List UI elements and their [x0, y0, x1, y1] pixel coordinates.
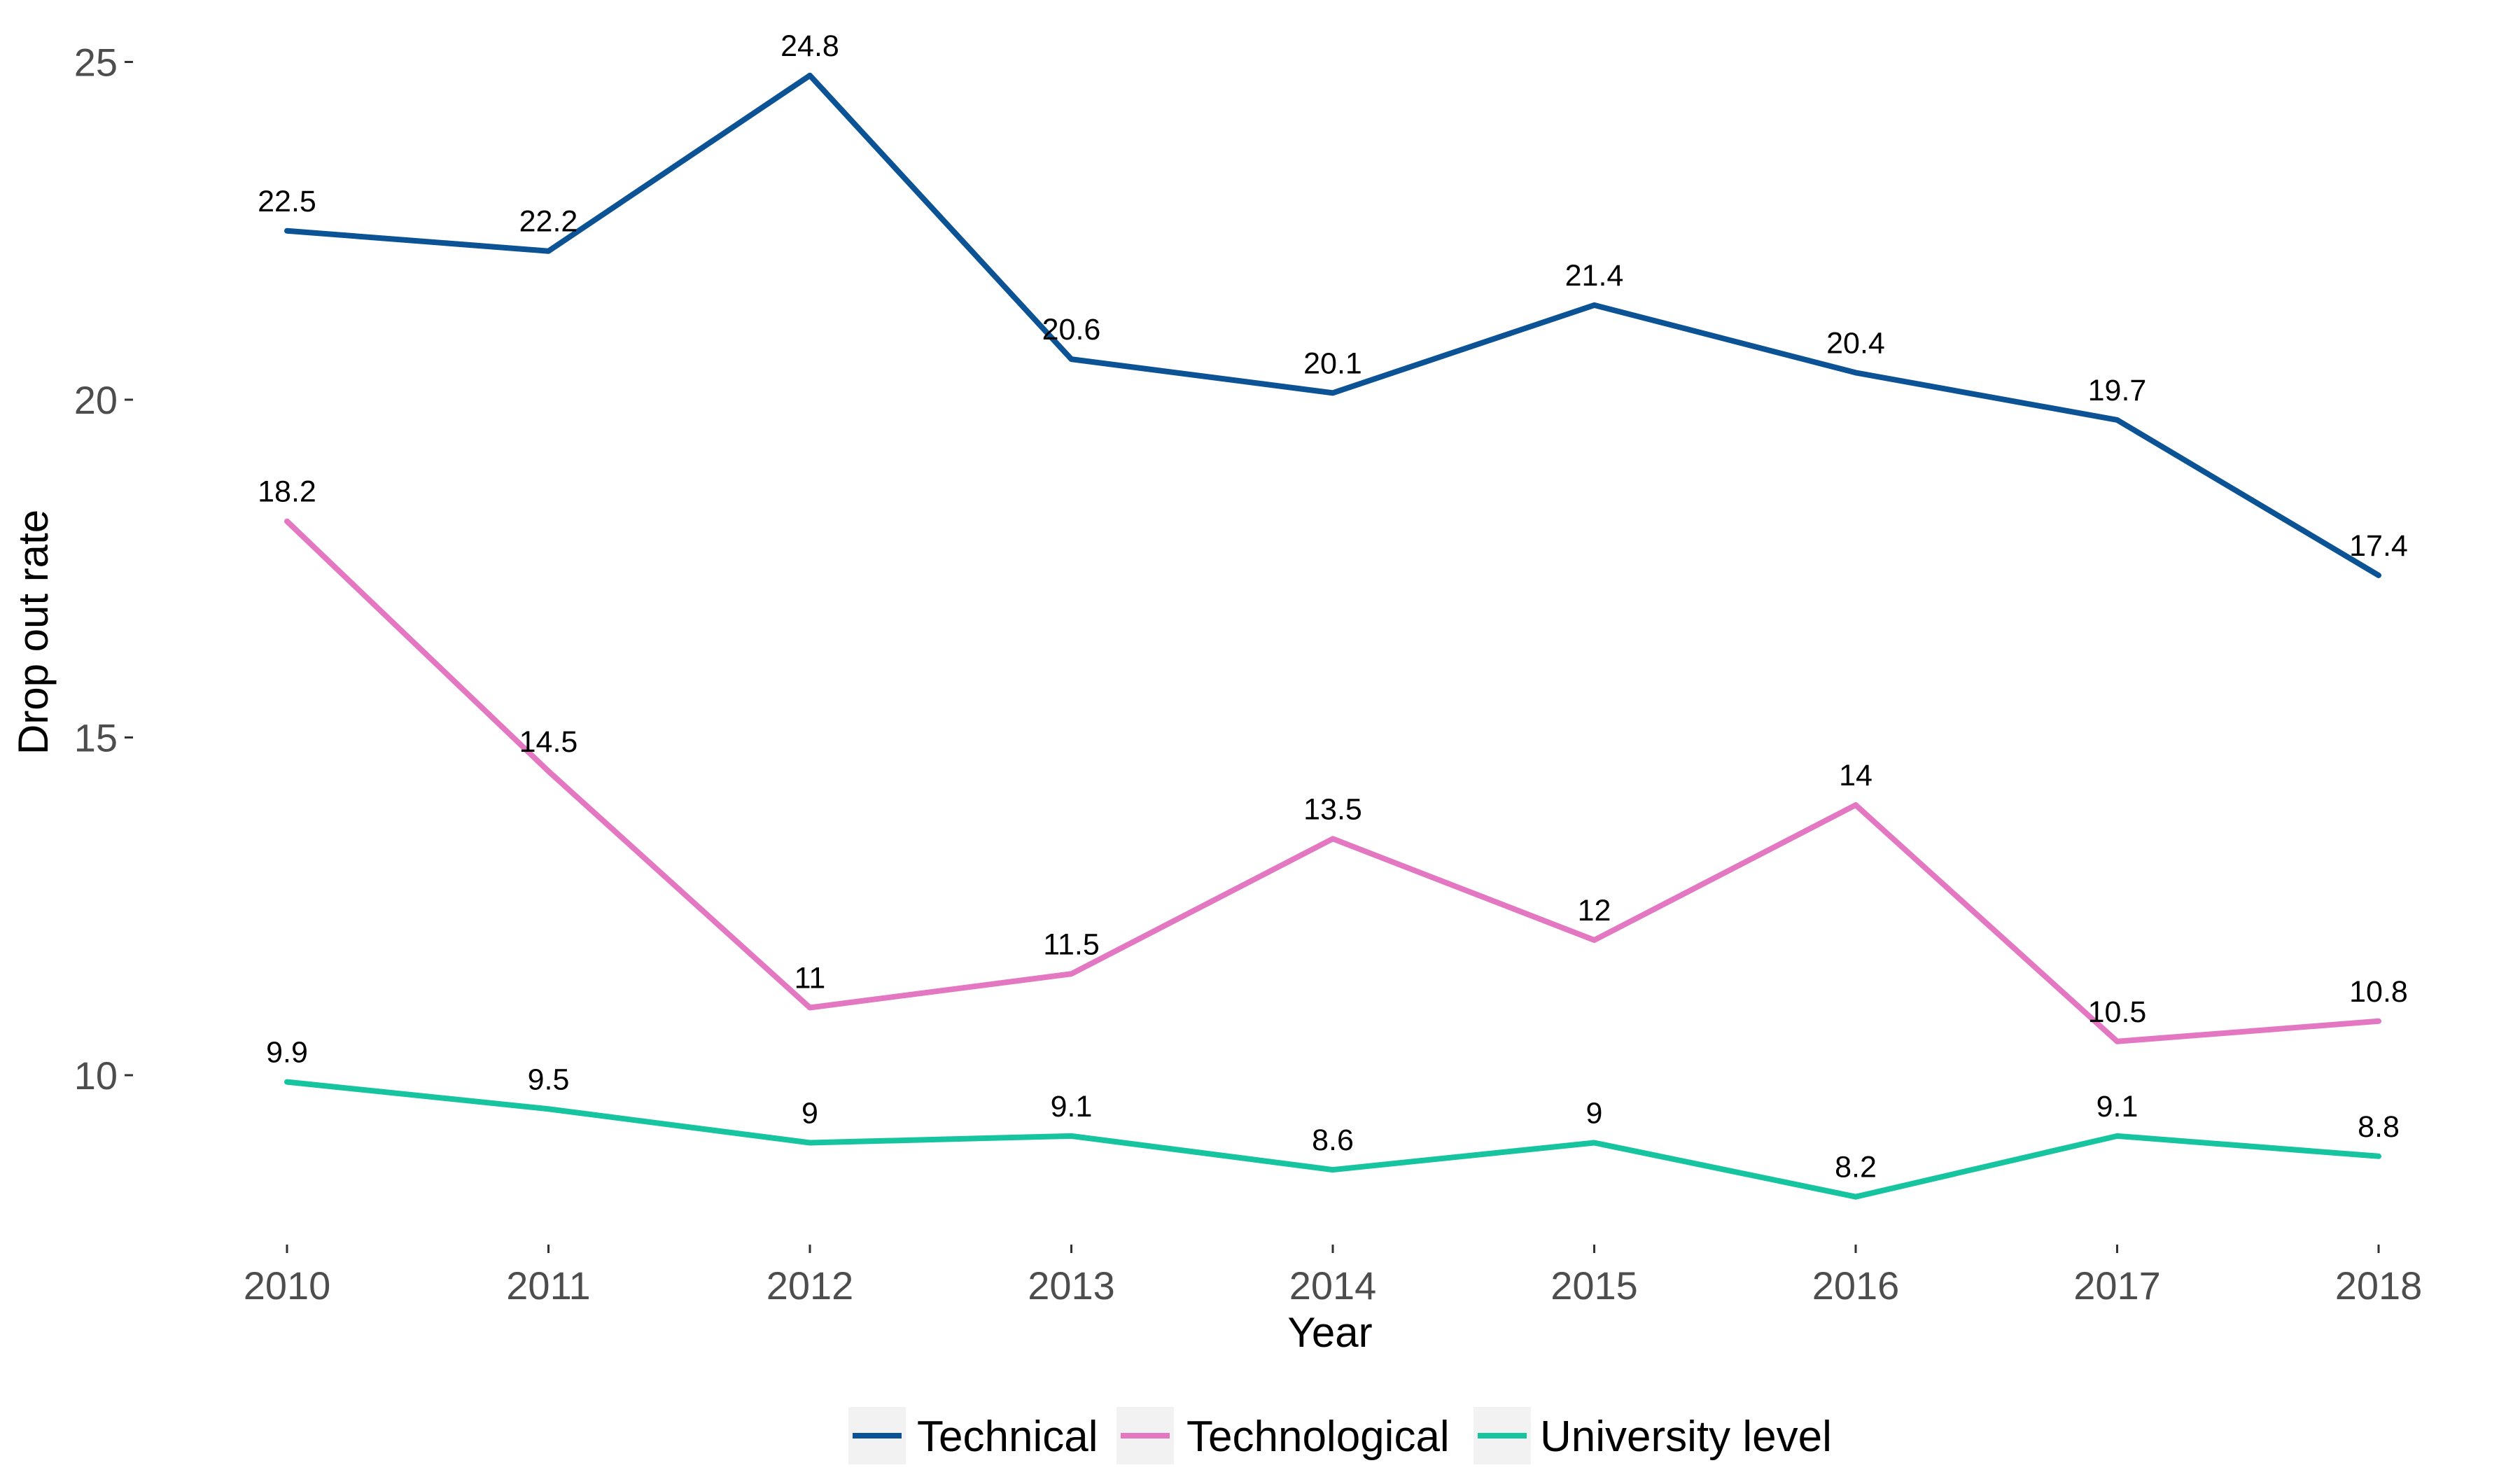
data-label: 22.2	[519, 205, 578, 239]
series-line-technological	[284, 518, 2381, 1044]
legend-label: Technical	[917, 1413, 1098, 1461]
data-label: 10.5	[2088, 995, 2147, 1029]
legend: Technical Technological University level	[848, 1407, 1832, 1464]
data-label: 14.5	[519, 725, 578, 759]
x-tick-label: 2012	[766, 1264, 854, 1308]
y-tick-label: 10	[74, 1054, 118, 1098]
legend-label: Technological	[1186, 1413, 1450, 1461]
data-label: 17.4	[2349, 529, 2408, 563]
data-label: 9.9	[266, 1036, 308, 1070]
data-label: 19.7	[2088, 374, 2147, 407]
data-label: 20.1	[1303, 346, 1362, 380]
x-tick-label: 2014	[1289, 1264, 1377, 1308]
data-label: 14	[1839, 759, 1872, 792]
data-label: 9.5	[528, 1063, 570, 1096]
data-label: 20.6	[1042, 313, 1101, 346]
x-tick-label: 2017	[2073, 1264, 2161, 1308]
data-label: 11	[794, 962, 826, 995]
x-tick-label: 2016	[1812, 1264, 1900, 1308]
data-label: 18.2	[258, 475, 316, 509]
data-label: 9	[1586, 1097, 1603, 1130]
y-tick-label: 25	[74, 41, 118, 85]
x-tick-label: 2010	[244, 1264, 331, 1308]
data-label: 9.1	[2096, 1090, 2138, 1124]
data-label: 24.8	[780, 29, 839, 63]
x-tick-label: 2018	[2335, 1264, 2423, 1308]
data-labels: 22.5 22.2 24.8 20.6 20.1 21.4 20.4 19.7 17.4 18.2…	[258, 29, 2408, 1184]
x-axis: 2010 2011 2012 2013 2014 2015 2016 2017 2018	[244, 1245, 2423, 1308]
series-lines	[284, 72, 2381, 1200]
data-label: 10.8	[2349, 975, 2408, 1009]
data-label: 22.5	[258, 185, 316, 218]
legend-label: University level	[1540, 1413, 1832, 1461]
x-tick-label: 2011	[506, 1264, 590, 1308]
data-label: 21.4	[1565, 259, 1624, 293]
y-tick-label: 15	[74, 716, 118, 760]
series-line-technical	[284, 72, 2381, 578]
y-tick-label: 20	[74, 378, 118, 422]
x-axis-title: Year	[1287, 1309, 1372, 1356]
data-label: 20.4	[1826, 326, 1885, 360]
data-label: 9	[802, 1097, 818, 1130]
data-label: 12	[1578, 894, 1611, 927]
data-label: 9.1	[1051, 1090, 1093, 1124]
data-label: 8.8	[2358, 1110, 2400, 1144]
data-label: 13.5	[1303, 792, 1362, 826]
y-axis-title: Drop out rate	[10, 510, 57, 755]
data-label: 8.6	[1312, 1124, 1354, 1157]
x-tick-label: 2015	[1550, 1264, 1638, 1308]
y-axis: 10 15 20 25	[74, 41, 133, 1098]
x-tick-label: 2013	[1028, 1264, 1115, 1308]
data-label: 11.5	[1043, 927, 1100, 961]
data-label: 8.2	[1835, 1151, 1877, 1184]
